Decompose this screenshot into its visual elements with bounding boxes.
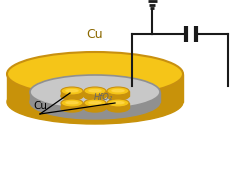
- Ellipse shape: [66, 102, 78, 104]
- Ellipse shape: [84, 92, 106, 100]
- Polygon shape: [84, 91, 106, 96]
- Ellipse shape: [107, 87, 129, 95]
- Polygon shape: [107, 91, 129, 96]
- Text: Cu: Cu: [87, 28, 103, 40]
- Ellipse shape: [7, 80, 183, 124]
- Ellipse shape: [30, 75, 160, 109]
- Polygon shape: [30, 92, 160, 102]
- Ellipse shape: [112, 90, 124, 92]
- Ellipse shape: [30, 85, 160, 119]
- Ellipse shape: [107, 92, 129, 100]
- Ellipse shape: [84, 87, 106, 95]
- Polygon shape: [61, 103, 83, 108]
- Ellipse shape: [84, 104, 106, 112]
- Polygon shape: [84, 103, 106, 108]
- Ellipse shape: [89, 102, 101, 104]
- Polygon shape: [7, 74, 183, 102]
- Ellipse shape: [107, 99, 129, 107]
- Ellipse shape: [61, 92, 83, 100]
- Text: Cu: Cu: [33, 101, 47, 111]
- Ellipse shape: [61, 104, 83, 112]
- Polygon shape: [107, 103, 129, 108]
- Polygon shape: [61, 91, 83, 96]
- Ellipse shape: [61, 87, 83, 95]
- Ellipse shape: [84, 99, 106, 107]
- Text: HfO₂: HfO₂: [93, 92, 113, 101]
- Ellipse shape: [112, 102, 124, 104]
- Ellipse shape: [89, 90, 101, 92]
- Ellipse shape: [66, 90, 78, 92]
- Ellipse shape: [7, 52, 183, 96]
- Ellipse shape: [107, 104, 129, 112]
- Ellipse shape: [61, 99, 83, 107]
